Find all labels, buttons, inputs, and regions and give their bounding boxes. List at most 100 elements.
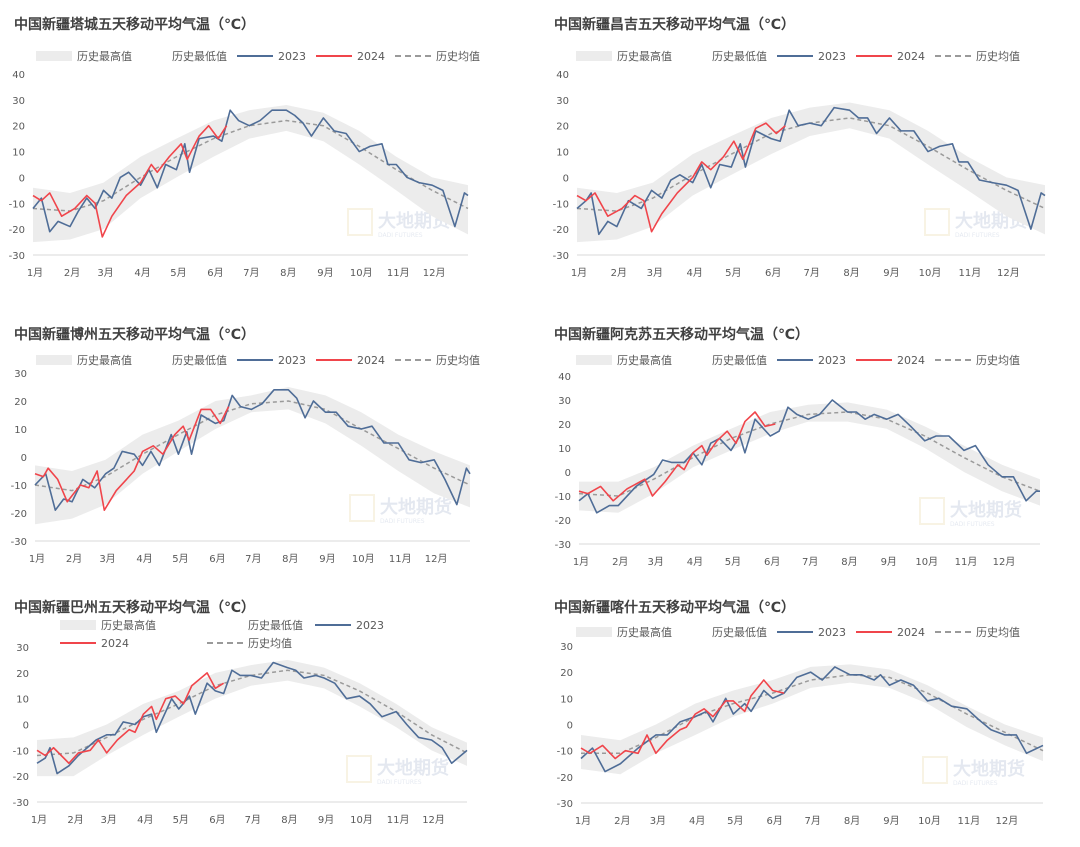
y-tick-label: 10 bbox=[556, 148, 569, 159]
y-tick-label: 20 bbox=[14, 397, 27, 408]
y-tick-label: 0 bbox=[563, 173, 569, 184]
x-tick-label: 4月 bbox=[687, 267, 703, 279]
legend-item-2023: 2023 bbox=[777, 626, 846, 639]
svg-text:大地期货: 大地期货 bbox=[380, 496, 452, 518]
series-line-2023 bbox=[32, 109, 469, 233]
series-line-2023 bbox=[580, 666, 1044, 773]
legend-item-band-low: 历史最低值 bbox=[172, 48, 227, 64]
legend-swatch-mean bbox=[395, 55, 431, 57]
legend-item-2023: 2023 bbox=[237, 354, 306, 367]
legend-item-2024: 2024 bbox=[316, 50, 385, 63]
x-tick-label: 5月 bbox=[727, 815, 743, 827]
legend-swatch-mean bbox=[935, 359, 971, 361]
legend-item-band-low: 历史最低值 bbox=[712, 624, 767, 640]
chart-legend: 历史最高值 历史最低值 2023 2024 历史均值 bbox=[576, 352, 1030, 368]
legend-swatch-band-high bbox=[576, 355, 612, 365]
legend-label-mean: 历史均值 bbox=[976, 626, 1020, 639]
historical-range-band bbox=[577, 102, 1045, 243]
x-tick-label: 3月 bbox=[99, 553, 115, 565]
y-tick-label: -30 bbox=[11, 537, 27, 548]
y-tick-label: 0 bbox=[21, 453, 27, 464]
legend-item-band-high: 历史最高值 bbox=[576, 48, 672, 64]
x-tick-label: 2月 bbox=[614, 815, 630, 827]
chart-panel: 中国新疆塔城五天移动平均气温（℃） 历史最高值 历史最低值 2023 2024 历史均值大… bbox=[0, 0, 540, 290]
x-tick-label: 12月 bbox=[422, 814, 445, 826]
legend-swatch-2023 bbox=[777, 55, 813, 57]
y-tick-label: -10 bbox=[11, 481, 27, 492]
legend-item-2024: 2024 bbox=[316, 354, 385, 367]
x-tick-label: 5月 bbox=[172, 553, 188, 565]
x-tick-label: 4月 bbox=[689, 815, 705, 827]
chart-panel: 中国新疆阿克苏五天移动平均气温（℃） 历史最高值 历史最低值 2023 2024 历史均值… bbox=[540, 310, 1080, 600]
legend-item-band-low: 历史最低值 bbox=[172, 352, 227, 368]
chart-panel: 中国新疆博州五天移动平均气温（℃） 历史最高值 历史最低值 2023 2024 历史均值大… bbox=[0, 310, 540, 600]
legend-item-2024: 2024 bbox=[856, 354, 925, 367]
legend-label-band-low: 历史最低值 bbox=[712, 626, 767, 639]
legend-label-2024: 2024 bbox=[101, 636, 129, 650]
y-tick-label: 10 bbox=[560, 694, 573, 705]
legend-swatch-band-high bbox=[576, 51, 612, 61]
x-tick-label: 11月 bbox=[958, 267, 981, 279]
legend-label-band-high: 历史最高值 bbox=[617, 354, 672, 367]
legend-item-2023: 2023 bbox=[777, 354, 846, 367]
chart-panel: 中国新疆巴州五天移动平均气温（℃） 历史最高值 历史最低值 2023 2024 历史均值大… bbox=[0, 590, 540, 847]
y-tick-label: 10 bbox=[14, 425, 27, 436]
y-tick-label: 20 bbox=[12, 122, 25, 133]
x-tick-label: 11月 bbox=[955, 556, 978, 568]
x-tick-label: 7月 bbox=[802, 556, 818, 568]
svg-text:大地期货: 大地期货 bbox=[950, 499, 1022, 521]
x-tick-label: 8月 bbox=[841, 556, 857, 568]
y-tick-label: 20 bbox=[560, 668, 573, 679]
legend-label-2023: 2023 bbox=[278, 353, 306, 367]
svg-text:DADI FUTURES: DADI FUTURES bbox=[955, 232, 1000, 239]
historical-range-band bbox=[35, 387, 470, 525]
x-tick-label: 2月 bbox=[67, 814, 83, 826]
series-line-2023 bbox=[36, 661, 468, 775]
legend-item-mean: 历史均值 bbox=[395, 48, 480, 64]
x-tick-label: 2月 bbox=[64, 267, 80, 279]
y-tick-label: 30 bbox=[14, 369, 27, 380]
y-tick-label: 10 bbox=[12, 148, 25, 159]
x-tick-label: 3月 bbox=[101, 814, 117, 826]
legend-swatch-2024 bbox=[316, 359, 352, 361]
legend-swatch-band-high bbox=[60, 620, 96, 630]
y-tick-label: -20 bbox=[555, 516, 571, 527]
legend-swatch-2024 bbox=[316, 55, 352, 57]
y-tick-label: 20 bbox=[556, 122, 569, 133]
legend-label-2023: 2023 bbox=[818, 49, 846, 63]
legend-item-2024: 2024 bbox=[856, 50, 925, 63]
legend-swatch-2024 bbox=[60, 642, 96, 644]
series-line-2024 bbox=[576, 122, 786, 233]
legend-label-2023: 2023 bbox=[356, 618, 384, 632]
legend-swatch-band-high bbox=[36, 51, 72, 61]
legend-item-mean: 历史均值 bbox=[935, 624, 1020, 640]
y-tick-label: -20 bbox=[553, 225, 569, 236]
y-tick-label: 40 bbox=[12, 70, 25, 81]
chart-title: 中国新疆塔城五天移动平均气温（℃） bbox=[14, 17, 255, 33]
legend-item-mean: 历史均值 bbox=[935, 352, 1020, 368]
x-tick-label: 6月 bbox=[765, 267, 781, 279]
y-tick-label: -20 bbox=[9, 225, 25, 236]
legend-label-mean: 历史均值 bbox=[976, 354, 1020, 367]
legend-item-band-high: 历史最高值 bbox=[36, 48, 132, 64]
x-tick-label: 10月 bbox=[915, 556, 938, 568]
legend-swatch-mean bbox=[935, 55, 971, 57]
svg-text:大地期货: 大地期货 bbox=[377, 757, 449, 779]
x-tick-label: 4月 bbox=[687, 556, 703, 568]
legend-item-mean: 历史均值 bbox=[207, 635, 315, 651]
series-line-2024 bbox=[578, 411, 776, 502]
y-tick-label: -10 bbox=[555, 492, 571, 503]
x-tick-label: 5月 bbox=[725, 556, 741, 568]
legend-swatch-2023 bbox=[237, 55, 273, 57]
legend-item-2024: 2024 bbox=[60, 635, 207, 651]
legend-swatch-2024 bbox=[856, 55, 892, 57]
x-tick-label: 7月 bbox=[804, 267, 820, 279]
